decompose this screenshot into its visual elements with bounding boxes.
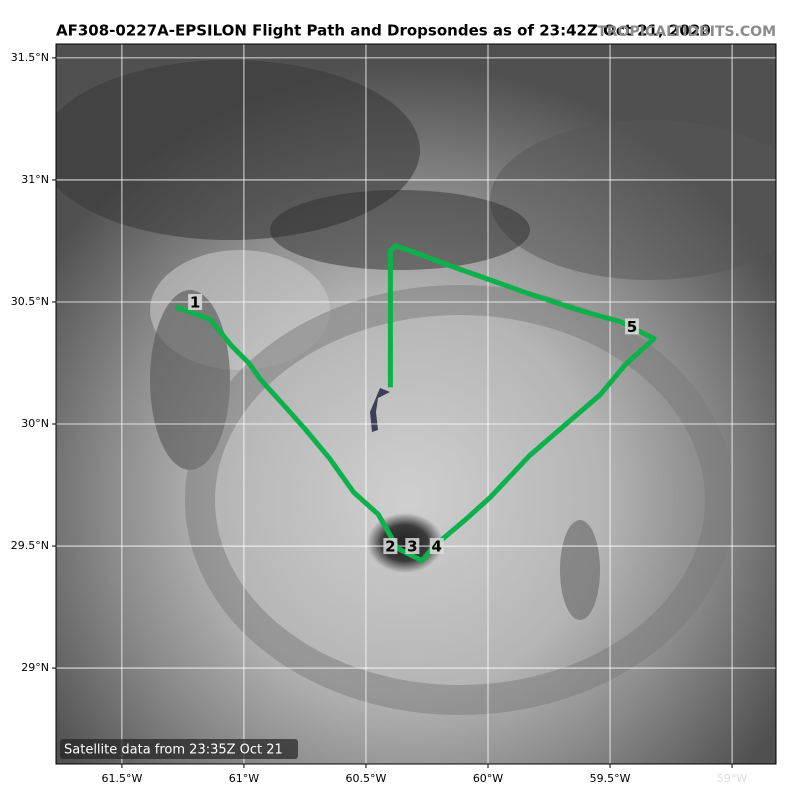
dropsonde-marker: [188, 293, 203, 310]
x-tick-label: 61.5°W: [101, 772, 142, 785]
plot-frame: [55, 43, 777, 765]
x-tick-label: 60°W: [473, 772, 503, 785]
dropsonde-label: 4: [432, 538, 442, 556]
footer-note: Satellite data from 23:35Z Oct 21: [64, 743, 283, 758]
x-tick-label: 59°W: [717, 772, 747, 785]
dropsonde-marker: [383, 538, 398, 555]
flight-track: 1 2 3 4 5: [174, 243, 657, 564]
dropsonde-marker: [405, 538, 420, 555]
y-tick-label: 30.5°N: [11, 295, 49, 308]
x-tick-label: 61°W: [229, 772, 259, 785]
y-tick-label: 31.5°N: [11, 51, 49, 64]
flight-path: [174, 243, 657, 564]
satellite-image: [56, 44, 776, 764]
dropsonde-marker: [429, 538, 444, 555]
dropsonde-label: 2: [385, 538, 395, 556]
dropsonde-label: 1: [190, 293, 200, 311]
y-tick-label: 30°N: [21, 417, 49, 430]
dropsonde-label: 5: [627, 318, 637, 336]
watermark: TROPICALTIDBITS.COM: [597, 24, 776, 40]
x-tick-label: 60.5°W: [346, 772, 387, 785]
y-tick-label: 29°N: [21, 661, 49, 674]
x-tick-label: 59.5°W: [590, 772, 631, 785]
footer-box: [60, 739, 298, 759]
y-tick-label: 29.5°N: [11, 539, 49, 552]
y-tick-label: 31°N: [21, 173, 49, 186]
map-title: AF308-0227A-EPSILON Flight Path and Drop…: [56, 22, 711, 40]
dropsonde-label: 3: [407, 538, 417, 556]
grid: [52, 44, 776, 768]
dropsonde-marker: [625, 318, 639, 335]
